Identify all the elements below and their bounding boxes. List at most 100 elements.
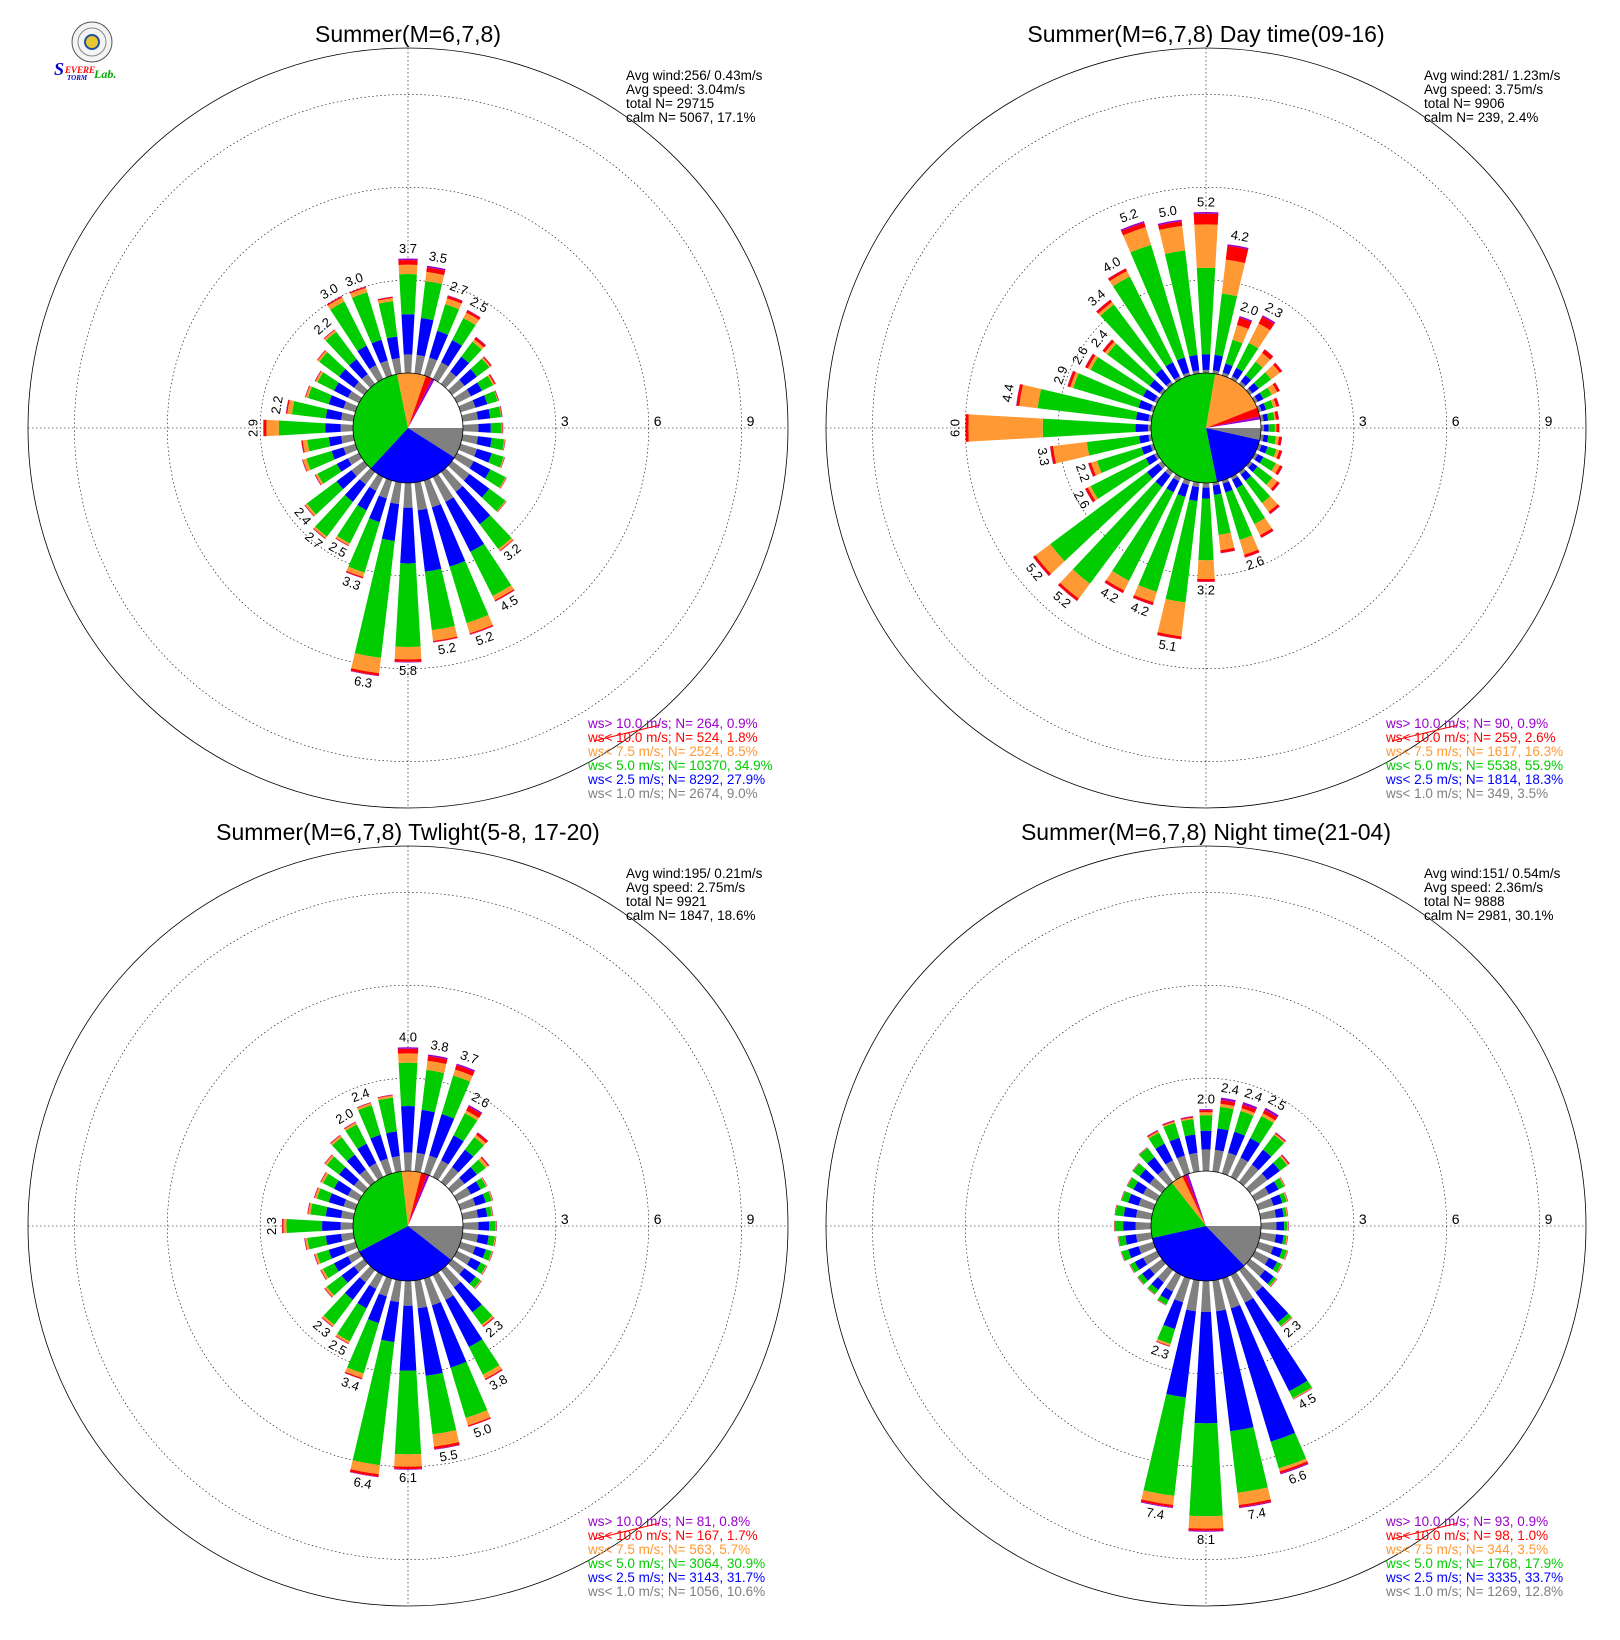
direction-bar xyxy=(448,356,492,396)
bar-segment-lt7-5 xyxy=(445,298,462,310)
bar-segment-gt10 xyxy=(1239,1501,1272,1509)
bar-segment-lt1 xyxy=(448,1258,465,1275)
direction-bar: 4.2 xyxy=(1129,478,1191,619)
bar-segment-lt2-5 xyxy=(336,458,352,472)
bar-segment-lt7-5 xyxy=(1248,323,1271,349)
bar-segment-lt5 xyxy=(306,450,335,470)
direction-bar: 3.4 xyxy=(339,1276,393,1394)
bar-segment-lt1 xyxy=(347,452,363,465)
bar-segment-lt1 xyxy=(1256,1241,1274,1254)
calm-circle-outline xyxy=(1150,372,1262,484)
bar-segment-lt5 xyxy=(472,1304,493,1325)
bar-segment-lt5 xyxy=(1118,1235,1127,1247)
bar-value-label: 3.7 xyxy=(458,1047,480,1067)
bar-segment-lt10 xyxy=(1033,555,1052,576)
direction-bar: 6.6 xyxy=(1221,1276,1309,1487)
direction-bar: 2.0 xyxy=(1221,299,1261,378)
bar-segment-lt2-5 xyxy=(381,502,400,542)
bar-segment-lt10 xyxy=(1162,1120,1175,1126)
bar-segment-gt10 xyxy=(482,1177,488,1187)
ring-label: 6 xyxy=(654,1211,662,1227)
bar-segment-lt2-5 xyxy=(386,336,400,360)
bar-segment-lt1 xyxy=(1201,1280,1211,1312)
direction-bar: 2.9 xyxy=(246,419,354,437)
bar-segment-lt7-5 xyxy=(1221,259,1245,297)
bar-segment-lt1 xyxy=(343,443,358,455)
bar-segment-lt2-5 xyxy=(357,486,377,511)
bar-segment-lt5 xyxy=(1107,343,1155,386)
bar-segment-lt7-5 xyxy=(1157,599,1186,637)
bar-segment-lt5 xyxy=(488,453,504,468)
bar-segment-lt1 xyxy=(369,365,384,383)
bar-segment-lt5 xyxy=(1259,456,1276,471)
bar-segment-lt2-5 xyxy=(441,1135,464,1165)
bar-segment-lt5 xyxy=(326,1156,346,1175)
bar-segment-lt10 xyxy=(1277,1264,1283,1274)
bar-segment-gt10 xyxy=(1280,1177,1286,1187)
direction-bar: 3.3 xyxy=(341,478,393,593)
bar-segment-lt7-5 xyxy=(493,1236,496,1247)
bar-value-label: 2.3 xyxy=(264,1217,279,1235)
rose-plot: 3 6 94.0 3.83.72.62.33.85.05.56.16.43.42.52… xyxy=(27,845,789,1607)
bar-segment-gt10 xyxy=(397,1047,419,1050)
direction-bar xyxy=(1238,1132,1287,1186)
bar-segment-lt10 xyxy=(1117,1236,1120,1247)
legend-entry: ws> 10.0 m/s; N= 264, 0.9% xyxy=(587,716,758,731)
legend-mark xyxy=(1391,1522,1459,1540)
bar-segment-lt1 xyxy=(1174,376,1182,383)
direction-bar: 5.2 xyxy=(1118,205,1191,378)
bar-segment-lt7-5 xyxy=(1269,1278,1277,1287)
bar-value-label: 5.0 xyxy=(471,1420,493,1440)
bar-segment-lt10 xyxy=(304,1238,308,1250)
bar-segment-lt7-5 xyxy=(1265,364,1280,380)
bar-segment-lt1 xyxy=(1256,405,1262,413)
stat-avg-speed: Avg speed: 3.04m/s xyxy=(626,82,745,97)
pie-slice-lt2-5 xyxy=(1206,428,1260,482)
direction-bar xyxy=(314,452,363,486)
bar-segment-lt5 xyxy=(424,568,455,631)
bar-segment-gt10 xyxy=(1147,1288,1155,1295)
bar-segment-lt1 xyxy=(1173,473,1182,482)
bar-segment-lt5 xyxy=(420,281,443,321)
bar-segment-lt1 xyxy=(1183,372,1191,378)
bar-segment-lt10 xyxy=(1180,1116,1194,1120)
bar-segment-gt10 xyxy=(356,1102,371,1108)
bar-segment-lt2-5 xyxy=(1176,357,1190,375)
bar-segment-lt10 xyxy=(1279,1461,1309,1474)
bar-segment-lt2-5 xyxy=(1142,1268,1155,1281)
bar-segment-lt5 xyxy=(323,1293,353,1325)
legend: ws> 10.0 m/s; N= 81, 0.8%ws< 10.0 m/s; N… xyxy=(587,1514,765,1599)
bar-segment-lt10 xyxy=(1147,1130,1159,1138)
bar-segment-lt2-5 xyxy=(431,504,466,567)
bar-segment-gt10 xyxy=(1277,466,1283,476)
bar-segment-lt5 xyxy=(332,1137,355,1162)
bar-segment-lt7-5 xyxy=(320,1268,329,1280)
bar-segment-lt2-5 xyxy=(445,497,485,552)
bar-segment-lt7-5 xyxy=(346,566,365,578)
bar-value-label: 5.2 xyxy=(437,639,457,657)
bar-segment-lt5 xyxy=(1272,1261,1282,1273)
bar-segment-lt5 xyxy=(1148,1132,1165,1149)
bar-segment-gt10 xyxy=(324,1288,333,1298)
bar-segment-gt10 xyxy=(1261,530,1274,538)
bar-segment-lt7-5 xyxy=(488,1251,493,1261)
bar-segment-lt7-5 xyxy=(499,477,507,489)
bar-segment-lt5 xyxy=(1164,250,1198,357)
bar-segment-lt5 xyxy=(1265,446,1277,458)
bar-segment-lt2-5 xyxy=(445,1295,483,1348)
bar-segment-gt10 xyxy=(434,1444,460,1450)
bar-value-label: 4.2 xyxy=(1129,599,1151,619)
bar-segment-gt10 xyxy=(335,1336,349,1345)
bar-segment-gt10 xyxy=(1188,1530,1224,1532)
bar-segment-lt2-5 xyxy=(357,1284,377,1309)
bar-segment-lt1 xyxy=(341,434,355,444)
bar-segment-lt1 xyxy=(423,357,438,378)
legend-entry: ws< 10.0 m/s; N= 167, 1.7% xyxy=(587,1528,758,1543)
bar-segment-lt7-5 xyxy=(305,385,312,398)
bar-value-label: 3.5 xyxy=(428,248,448,266)
direction-bar xyxy=(304,1232,355,1251)
bar-segment-gt10 xyxy=(377,1094,393,1098)
calm-circle-outline xyxy=(352,1170,464,1282)
bar-segment-lt1 xyxy=(1238,1266,1263,1293)
bar-segment-gt10 xyxy=(394,661,422,663)
